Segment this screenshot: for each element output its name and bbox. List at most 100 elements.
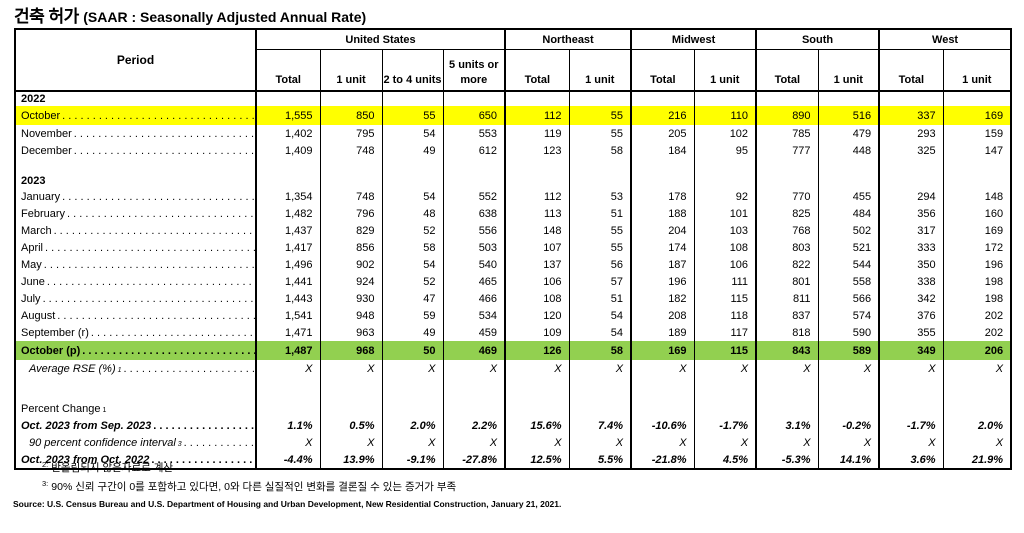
table-cell: 829	[319, 222, 382, 239]
table-cell: 55	[568, 239, 632, 256]
table-cell: 552	[442, 188, 506, 205]
row-label: February	[15, 205, 257, 222]
table-cell: 2.0%	[381, 417, 443, 434]
column-header: 1 unit	[942, 49, 1012, 92]
table-body: 2022October1,555850556501125521611089051…	[15, 91, 1012, 469]
table-cell: X	[504, 434, 570, 451]
table-cell: X	[942, 434, 1012, 451]
table-cell: 948	[319, 307, 382, 324]
row-label: December	[15, 142, 257, 159]
building-permits-table: Period United States Northeast Midwest South…	[14, 28, 1013, 470]
table-cell: 902	[319, 256, 382, 273]
table-cell	[255, 91, 320, 106]
source-note: Source: U.S. Census Bureau and U.S. Depa…	[13, 499, 562, 509]
table-cell: 159	[942, 125, 1012, 142]
table-cell: 108	[693, 239, 757, 256]
row-label: August	[15, 307, 257, 324]
column-header: 1 unit	[568, 49, 632, 92]
column-header: 1 unit	[319, 49, 383, 92]
table-cell: -0.2%	[817, 417, 880, 434]
table-cell: 356	[878, 205, 944, 222]
table-cell: 112	[504, 106, 570, 125]
table-cell: 49	[381, 324, 443, 341]
table-cell: 202	[942, 324, 1012, 341]
footnote-3-text: 90% 신뢰 구간이 0를 포함하고 있다면, 0와 다른 실질적인 변화를 결…	[51, 481, 457, 493]
table-cell	[319, 400, 382, 417]
table-row: December1,409748496121235818495777448325…	[15, 142, 1012, 159]
table-cell: 50	[381, 341, 443, 360]
page-title: 건축 허가 (SAAR : Seasonally Adjusted Annual…	[14, 2, 366, 27]
table-cell: 53	[568, 188, 632, 205]
table-cell: 58	[381, 239, 443, 256]
table-cell: X	[568, 360, 632, 385]
row-label: June	[15, 273, 257, 290]
table-cell: 796	[319, 205, 382, 222]
table-cell	[693, 91, 757, 106]
row-label: March	[15, 222, 257, 239]
table-row: 90 percent confidence interval3XXXXXXXXX…	[15, 434, 1012, 451]
row-label: October	[15, 106, 257, 125]
table-cell: 342	[878, 290, 944, 307]
table-cell: X	[381, 360, 443, 385]
table-cell: 54	[568, 324, 632, 341]
table-row: Oct. 2023 from Oct. 2022-4.4%13.9%-9.1%-…	[15, 451, 1012, 469]
table-cell	[942, 91, 1012, 106]
table-cell	[755, 385, 819, 400]
row-label	[15, 385, 257, 400]
row-label: January	[15, 188, 257, 205]
table-cell	[630, 159, 695, 174]
table-cell: 178	[630, 188, 695, 205]
table-cell: X	[755, 434, 819, 451]
table-cell: 174	[630, 239, 695, 256]
table-cell: 202	[942, 307, 1012, 324]
table-cell: 102	[693, 125, 757, 142]
table-cell: 1,443	[255, 290, 320, 307]
footnote-2: 2: 반올림되지 않은자료로 계산	[42, 459, 456, 477]
table-cell: 293	[878, 125, 944, 142]
table-cell: 5.5%	[568, 451, 632, 469]
table-cell: 930	[319, 290, 382, 307]
table-cell: 182	[630, 290, 695, 307]
table-cell: 3.1%	[755, 417, 819, 434]
table-cell	[381, 91, 443, 106]
table-cell: 589	[817, 341, 880, 360]
table-cell: 0.5%	[319, 417, 382, 434]
table-cell: 484	[817, 205, 880, 222]
table-cell	[255, 400, 320, 417]
table-cell	[442, 400, 506, 417]
table-cell	[568, 91, 632, 106]
header-group-row: Period United States Northeast Midwest South…	[14, 28, 1012, 92]
table-cell: X	[942, 360, 1012, 385]
table-header: Period United States Northeast Midwest South…	[14, 28, 1012, 92]
row-label: Oct. 2023 from Sep. 2023	[15, 417, 257, 434]
table-cell: 837	[755, 307, 819, 324]
footnote-2-marker: 2:	[42, 459, 49, 469]
table-cell: 777	[755, 142, 819, 159]
table-cell	[942, 174, 1012, 188]
table-cell: 172	[942, 239, 1012, 256]
table-cell: 118	[693, 307, 757, 324]
table-cell: X	[442, 360, 506, 385]
table-cell: 216	[630, 106, 695, 125]
table-cell: 455	[817, 188, 880, 205]
table-cell: 1,409	[255, 142, 320, 159]
table-cell: 189	[630, 324, 695, 341]
table-cell: 7.4%	[568, 417, 632, 434]
table-cell: X	[693, 434, 757, 451]
table-cell: 58	[568, 341, 632, 360]
table-cell	[693, 400, 757, 417]
table-cell: 516	[817, 106, 880, 125]
table-cell	[381, 400, 443, 417]
table-cell: X	[755, 360, 819, 385]
table-cell: 1,471	[255, 324, 320, 341]
title-korean: 건축 허가	[14, 7, 79, 26]
table-cell: 115	[693, 341, 757, 360]
table-row: Percent Change 1	[15, 400, 1012, 417]
table-cell: 924	[319, 273, 382, 290]
table-cell	[755, 174, 819, 188]
table-cell: 113	[504, 205, 570, 222]
table-cell	[942, 385, 1012, 400]
table-cell	[817, 91, 880, 106]
table-cell: X	[693, 360, 757, 385]
year-label: 2022	[15, 91, 257, 106]
